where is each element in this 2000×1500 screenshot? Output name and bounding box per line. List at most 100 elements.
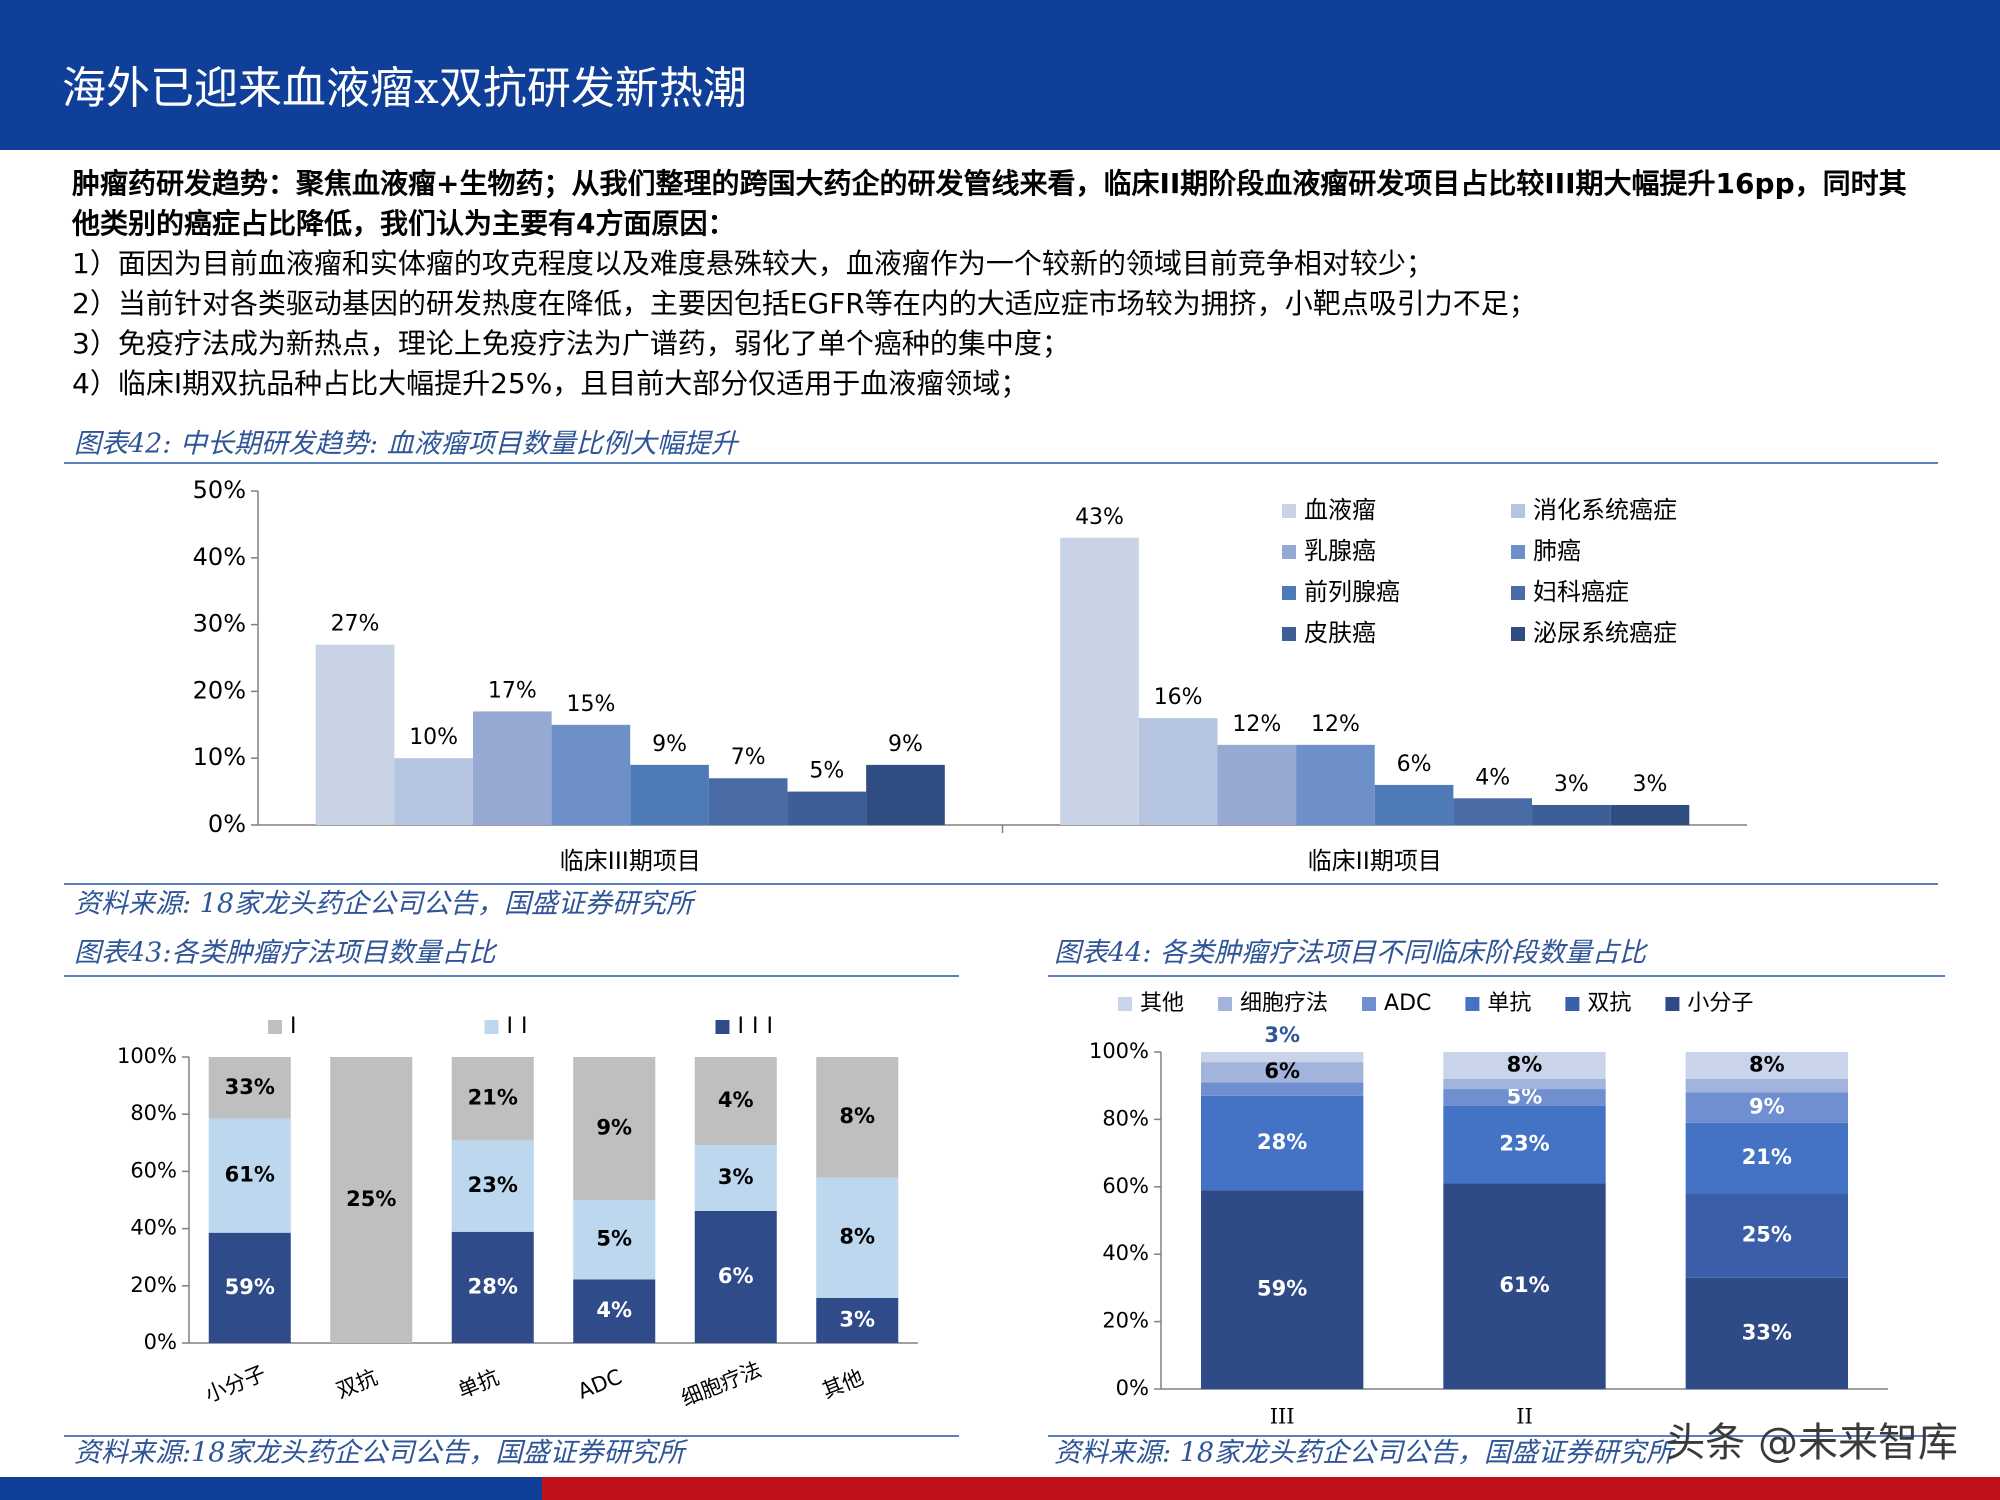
- bar-segment: [1685, 1092, 1849, 1123]
- bar-segment: [1200, 1190, 1364, 1389]
- legend-swatch: [1511, 627, 1525, 641]
- legend-swatch: [1282, 545, 1296, 559]
- bar: [866, 764, 945, 825]
- legend-label: II: [507, 1014, 536, 1039]
- bar-segment: [573, 1200, 656, 1280]
- bar: [787, 791, 867, 825]
- legend-label: 妇科癌症: [1533, 578, 1629, 606]
- legend-swatch: [1465, 997, 1480, 1011]
- value-label: 4%: [1475, 765, 1510, 790]
- value-label: 4%: [718, 1088, 754, 1112]
- legend-swatch: [1218, 997, 1233, 1011]
- value-label: 33%: [1742, 1320, 1792, 1344]
- bar-segment: [1200, 1062, 1364, 1083]
- legend-swatch: [1511, 586, 1525, 600]
- bar-segment: [694, 1057, 777, 1145]
- value-label: 33%: [225, 1075, 275, 1099]
- bar-segment: [1443, 1105, 1606, 1184]
- bar-segment: [208, 1232, 291, 1343]
- legend-swatch: [1282, 586, 1296, 600]
- legend-label: 前列腺癌: [1304, 578, 1400, 606]
- value-label: 9%: [652, 732, 687, 757]
- legend-swatch: [484, 1020, 499, 1034]
- legend-swatch: [1665, 997, 1680, 1011]
- legend-label: 双抗: [1587, 991, 1631, 1016]
- bar-segment: [573, 1057, 656, 1200]
- bar-segment: [573, 1279, 656, 1343]
- bar-segment: [1200, 1052, 1364, 1063]
- bar: [1532, 804, 1611, 825]
- value-label: 16%: [1154, 685, 1203, 710]
- y-tick-label: 80%: [1102, 1106, 1149, 1130]
- y-tick-label: 50%: [193, 476, 246, 504]
- value-label: 8%: [1507, 1052, 1543, 1076]
- x-tick-label: II: [1516, 1405, 1533, 1429]
- x-tick-label: 其他: [819, 1365, 867, 1403]
- value-label: 17%: [488, 678, 537, 703]
- bar-segment: [1443, 1089, 1606, 1106]
- value-label: 12%: [1232, 712, 1281, 737]
- bar-segment: [1685, 1052, 1849, 1079]
- value-label: 21%: [468, 1086, 518, 1110]
- value-label: 3%: [1554, 772, 1589, 797]
- y-tick-label: 0%: [208, 810, 246, 838]
- bar: [708, 778, 788, 825]
- value-label: 59%: [225, 1275, 275, 1299]
- legend-label: ADC: [1384, 991, 1431, 1016]
- bar-segment: [208, 1118, 291, 1233]
- legend-swatch: [1511, 545, 1525, 559]
- x-tick-label: III: [1270, 1405, 1295, 1429]
- value-label: 3%: [839, 1307, 875, 1331]
- legend-label: 血液瘤: [1304, 496, 1376, 524]
- watermark: 头条 @未来智库: [1665, 1420, 1958, 1466]
- bar-segment: [1685, 1277, 1849, 1389]
- value-label: 15%: [566, 692, 615, 717]
- x-tick-label: 细胞疗法: [678, 1357, 765, 1411]
- legend-swatch: [1118, 997, 1132, 1011]
- y-tick-label: 40%: [130, 1216, 177, 1240]
- footer-bar: [542, 1477, 2000, 1500]
- bar: [1453, 798, 1533, 825]
- value-label: 5%: [596, 1227, 632, 1251]
- value-label: 10%: [409, 725, 458, 750]
- footer-bar: [0, 1477, 542, 1500]
- y-tick-label: 20%: [130, 1273, 177, 1297]
- y-tick-label: 10%: [193, 743, 246, 771]
- lead-text: 肿瘤药研发趋势：聚焦血液瘤+生物药；从我们整理的跨国大药企的研发管线来看，临床I…: [72, 167, 1907, 240]
- bar-segment: [1685, 1078, 1849, 1093]
- header-band: 海外已迎来血液瘤x双抗研发新热潮: [0, 0, 2000, 150]
- value-label: 6%: [718, 1264, 754, 1288]
- x-tick-label: ADC: [574, 1364, 625, 1403]
- point: 2）当前针对各类驱动基因的研发热度在降低，主要因包括EGFR等在内的大适应症市场…: [72, 287, 1537, 320]
- bar-segment: [451, 1140, 534, 1232]
- y-tick-label: 0%: [144, 1330, 177, 1354]
- bar: [630, 764, 709, 825]
- bar-segment: [1685, 1193, 1849, 1278]
- value-label: 8%: [839, 1104, 875, 1128]
- value-label: 9%: [1749, 1095, 1785, 1119]
- bar: [1217, 744, 1297, 825]
- value-label: 59%: [1257, 1277, 1307, 1301]
- value-label: 9%: [888, 732, 923, 757]
- legend-label: 细胞疗法: [1240, 991, 1328, 1016]
- legend-label: 其他: [1140, 991, 1184, 1016]
- y-tick-label: 40%: [1102, 1241, 1149, 1265]
- legend-swatch: [268, 1020, 282, 1034]
- value-label: 28%: [468, 1274, 518, 1298]
- bar: [1610, 804, 1690, 825]
- value-label: 21%: [1742, 1145, 1792, 1169]
- legend-label: III: [737, 1014, 780, 1039]
- value-label: 7%: [731, 745, 766, 770]
- legend-label: 皮肤癌: [1304, 619, 1376, 647]
- x-tick-label: 小分子: [202, 1361, 269, 1407]
- legend-swatch: [1282, 504, 1296, 518]
- y-tick-label: 60%: [130, 1158, 177, 1182]
- value-label: 23%: [468, 1173, 518, 1197]
- bar: [1374, 784, 1454, 825]
- value-label: 6%: [1264, 1059, 1300, 1083]
- legend-swatch: [1282, 627, 1296, 641]
- value-label: 4%: [596, 1298, 632, 1322]
- legend-swatch: [1362, 997, 1377, 1011]
- value-label: 61%: [1499, 1273, 1549, 1297]
- y-tick-label: 0%: [1116, 1376, 1149, 1400]
